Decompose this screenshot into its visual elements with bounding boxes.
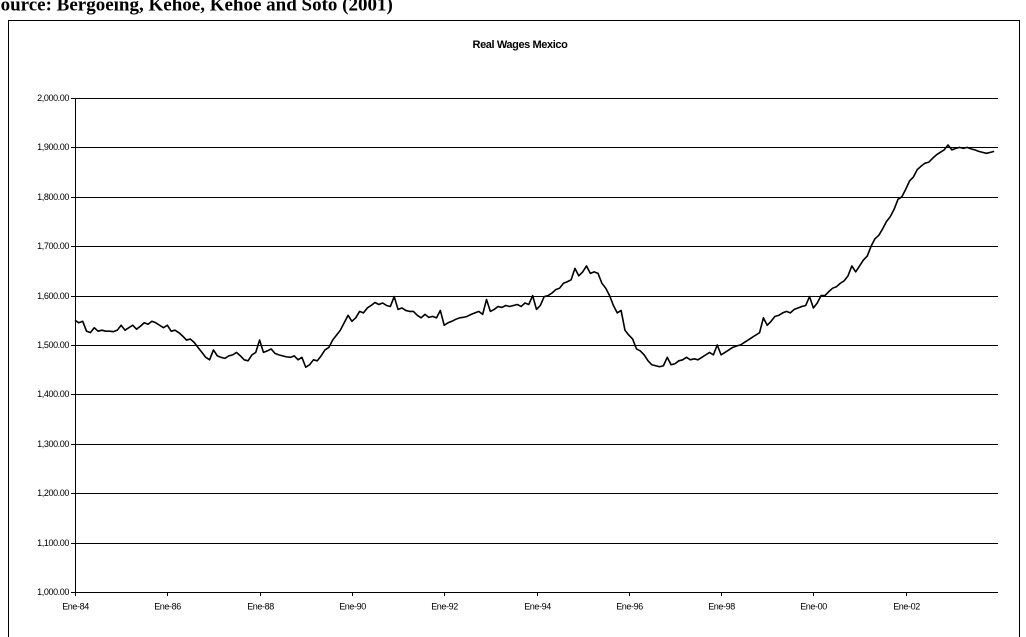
chart-title: Real Wages Mexico — [473, 39, 569, 51]
y-tick-label: 1,400.00 — [37, 389, 69, 399]
x-tick-label: Ene-00 — [800, 601, 827, 611]
y-tick-label: 1,800.00 — [37, 192, 69, 202]
x-tick-label: Ene-94 — [524, 601, 551, 611]
chart-frame — [8, 20, 1020, 637]
y-tick-label: 1,500.00 — [37, 340, 69, 350]
y-tick-label: 1,300.00 — [37, 439, 69, 449]
y-tick-label: 1,100.00 — [37, 538, 69, 548]
x-tick-label: Ene-90 — [339, 601, 366, 611]
y-tick-label: 1,600.00 — [37, 291, 69, 301]
y-tick-label: 1,200.00 — [37, 488, 69, 498]
x-tick-label: Ene-92 — [431, 601, 458, 611]
y-tick-label: 2,000.00 — [37, 93, 69, 103]
x-tick-label: Ene-96 — [616, 601, 643, 611]
x-tick-label: Ene-98 — [708, 601, 735, 611]
x-tick-label: Ene-88 — [247, 601, 274, 611]
y-tick-label: 1,700.00 — [37, 241, 69, 251]
source-note: Source: Bergoeing, Kehoe, Kehoe and Soto… — [0, 0, 393, 15]
x-tick-label: Ene-86 — [154, 601, 181, 611]
x-tick-label: Ene-02 — [893, 601, 920, 611]
y-tick-label: 1,900.00 — [37, 142, 69, 152]
y-tick-label: 1,000.00 — [37, 587, 69, 597]
x-tick-label: Ene-84 — [62, 601, 89, 611]
data-line — [74, 144, 995, 369]
